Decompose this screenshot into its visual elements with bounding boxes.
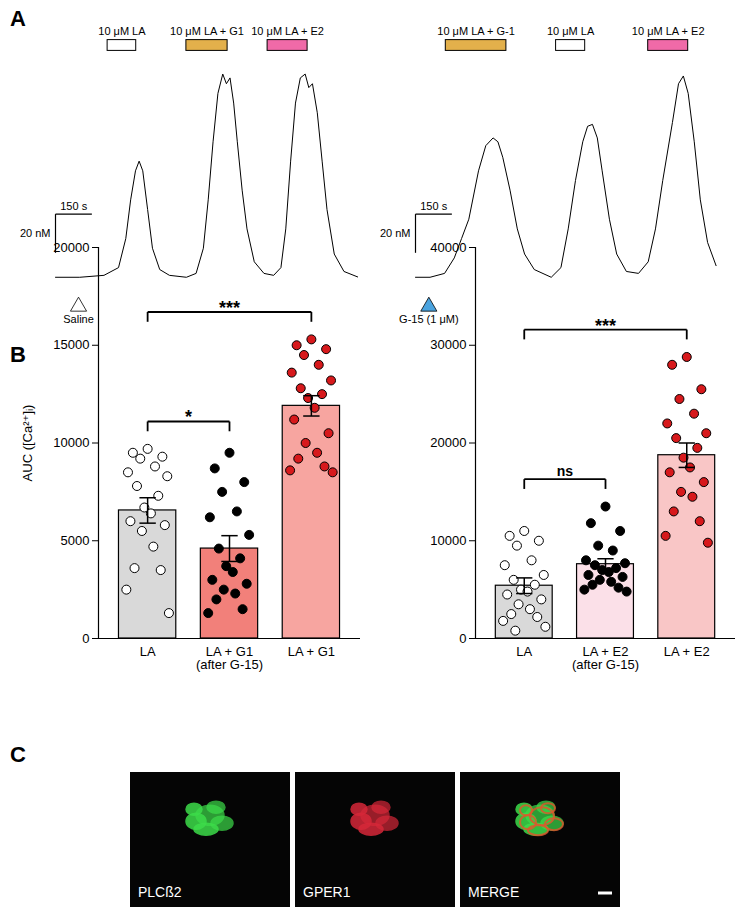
svg-text:***: *** xyxy=(219,298,240,318)
svg-text:40000: 40000 xyxy=(430,240,466,255)
svg-text:10 μM LA + E2: 10 μM LA + E2 xyxy=(632,25,705,37)
html-text:A: A xyxy=(10,6,26,31)
svg-text:20 nM: 20 nM xyxy=(380,227,411,239)
svg-text:***: *** xyxy=(595,316,616,336)
svg-text:LA + G1: LA + G1 xyxy=(288,644,335,659)
svg-text:10 μM LA + E2: 10 μM LA + E2 xyxy=(251,25,324,37)
svg-text:150 s: 150 s xyxy=(60,200,87,212)
svg-text:30000: 30000 xyxy=(430,337,466,352)
svg-text:LA + G1(after G-15): LA + G1(after G-15) xyxy=(196,644,263,672)
svg-text:20 nM: 20 nM xyxy=(20,227,51,239)
svg-text:10000: 10000 xyxy=(53,435,89,450)
svg-text:Saline: Saline xyxy=(63,313,94,325)
svg-text:AUC ([Ca²⁺]ᵢ): AUC ([Ca²⁺]ᵢ) xyxy=(20,405,35,482)
svg-text:0: 0 xyxy=(459,631,466,646)
svg-text:5000: 5000 xyxy=(61,533,90,548)
svg-text:15000: 15000 xyxy=(53,337,89,352)
html-text:B: B xyxy=(10,342,26,367)
svg-text:0: 0 xyxy=(82,631,89,646)
svg-text:MERGE: MERGE xyxy=(468,884,519,900)
svg-text:20000: 20000 xyxy=(430,435,466,450)
svg-text:10 μM LA: 10 μM LA xyxy=(98,25,146,37)
svg-text:LA + E2(after G-15): LA + E2(after G-15) xyxy=(572,644,639,672)
html-text:C: C xyxy=(10,742,26,767)
svg-text:150 s: 150 s xyxy=(420,200,447,212)
svg-text:20000: 20000 xyxy=(53,240,89,255)
svg-text:10 μM LA + G1: 10 μM LA + G1 xyxy=(170,25,244,37)
svg-text:LA: LA xyxy=(516,644,532,659)
svg-text:LA + E2: LA + E2 xyxy=(664,644,710,659)
svg-text:10 μM LA + G-1: 10 μM LA + G-1 xyxy=(437,25,515,37)
svg-text:G-15 (1 μM): G-15 (1 μM) xyxy=(399,313,459,325)
svg-text:PLCß2: PLCß2 xyxy=(138,884,182,900)
svg-text:LA: LA xyxy=(140,644,156,659)
svg-text:ns: ns xyxy=(557,463,574,479)
svg-text:10000: 10000 xyxy=(430,533,466,548)
svg-text:GPER1: GPER1 xyxy=(303,884,351,900)
svg-text:10 μM LA: 10 μM LA xyxy=(547,25,595,37)
svg-text:*: * xyxy=(185,407,192,427)
